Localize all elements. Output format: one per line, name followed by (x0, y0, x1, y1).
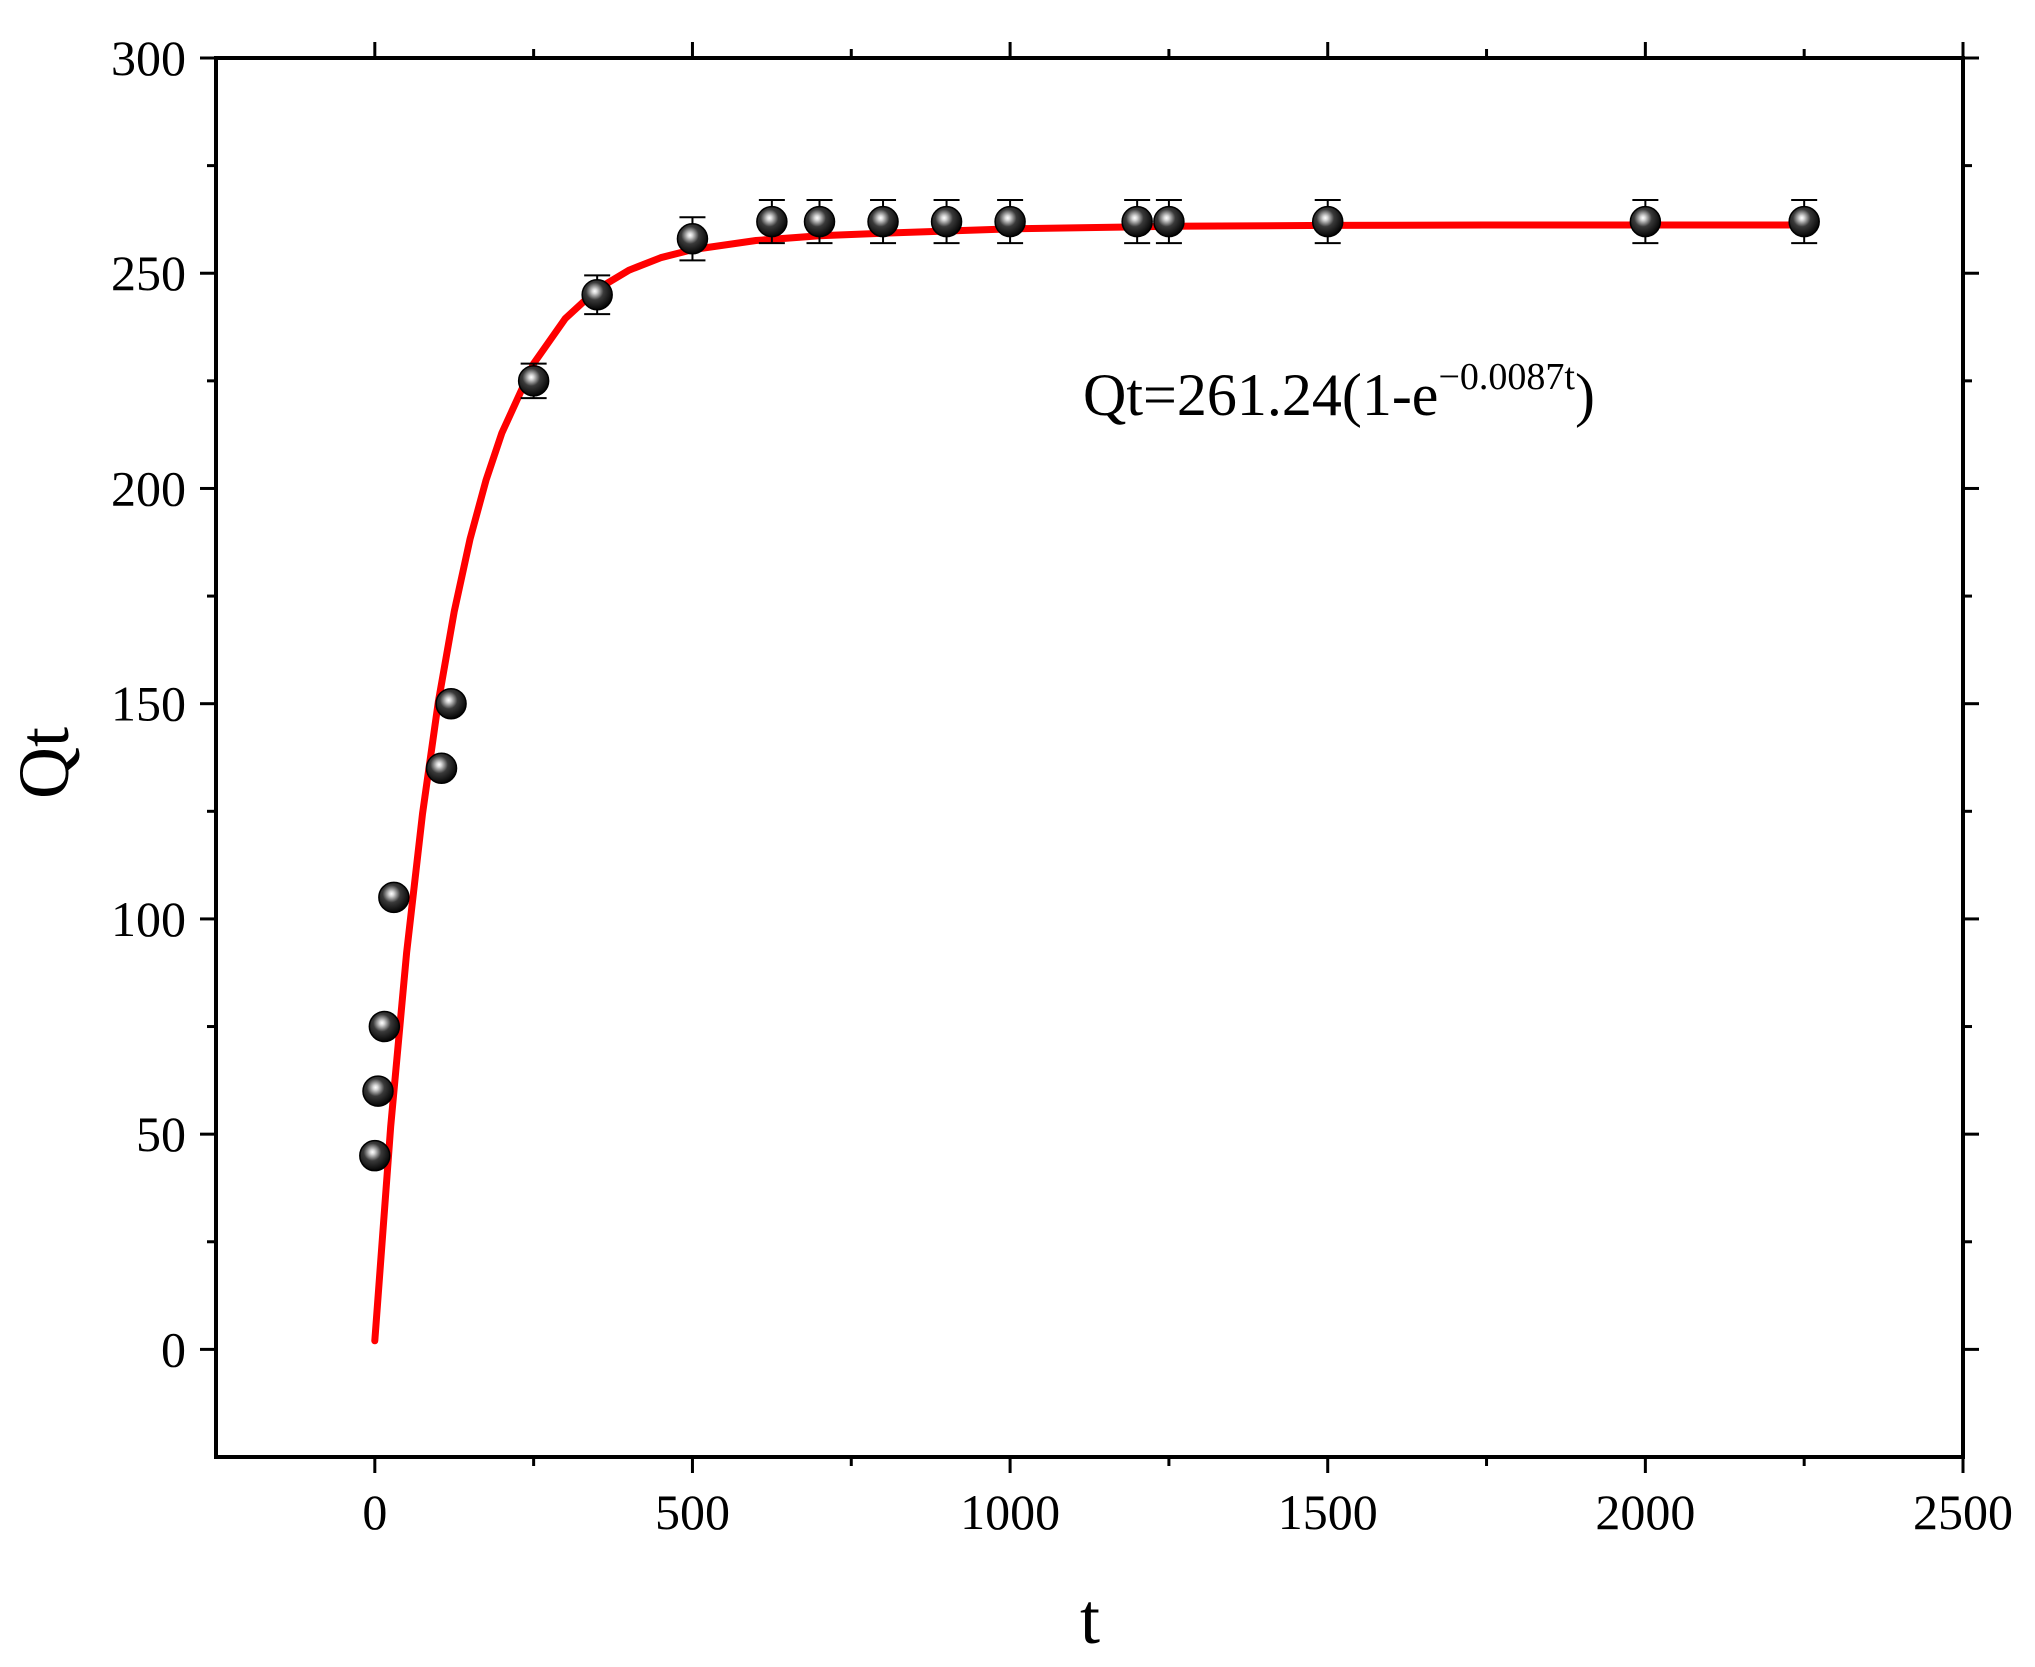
axis-ticks (200, 42, 1979, 1473)
y-tick-label: 50 (136, 1106, 186, 1162)
data-point (435, 687, 467, 720)
data-points (359, 205, 1820, 1172)
fit-equation-main: Qt=261.24(1-e (1083, 362, 1438, 428)
data-point (378, 881, 410, 914)
data-point (517, 365, 550, 397)
data-point (1311, 205, 1344, 238)
y-tick-label: 150 (111, 676, 186, 732)
data-point (756, 205, 788, 238)
y-tick-label: 0 (161, 1321, 186, 1377)
fit-equation-exponent: −0.0087t (1438, 356, 1575, 398)
data-point (676, 223, 709, 255)
error-bars (361, 199, 1818, 1164)
x-tick-label: 1500 (1278, 1484, 1378, 1540)
data-point (803, 205, 836, 238)
y-tick-label: 100 (111, 891, 186, 947)
plot-frame (214, 56, 1965, 1459)
y-tick-label: 200 (111, 460, 186, 516)
fit-equation-end: ) (1575, 362, 1595, 428)
y-axis-label: Qt (4, 727, 84, 799)
x-tick-label: 0 (362, 1484, 387, 1540)
x-axis-label: t (1080, 1579, 1100, 1659)
data-point (581, 279, 613, 311)
x-tick-label: 500 (655, 1484, 730, 1540)
y-tick-label: 250 (111, 245, 186, 301)
fit-curve (371, 221, 1808, 1345)
x-tick-label: 2500 (1913, 1484, 2013, 1540)
y-tick-label: 300 (111, 30, 186, 86)
x-tick-label: 2000 (1595, 1484, 1695, 1540)
fit-equation: Qt=261.24(1-e−0.0087t) (1083, 356, 1595, 428)
data-point (368, 1010, 401, 1043)
data-point (1121, 205, 1153, 238)
data-point (1629, 205, 1662, 238)
data-point (359, 1139, 391, 1172)
data-point (994, 205, 1026, 238)
data-point (930, 205, 963, 238)
data-point (867, 205, 899, 238)
data-point (425, 752, 458, 785)
fit-curve-layer (371, 221, 1808, 1345)
x-tick-label: 1000 (960, 1484, 1060, 1540)
tick-labels: 0 500 1000 1500 2000 2500 0 50 100 150 200 250 300 (111, 30, 2013, 1540)
data-point (1153, 205, 1185, 238)
data-point (1788, 205, 1820, 238)
data-point (362, 1075, 394, 1107)
